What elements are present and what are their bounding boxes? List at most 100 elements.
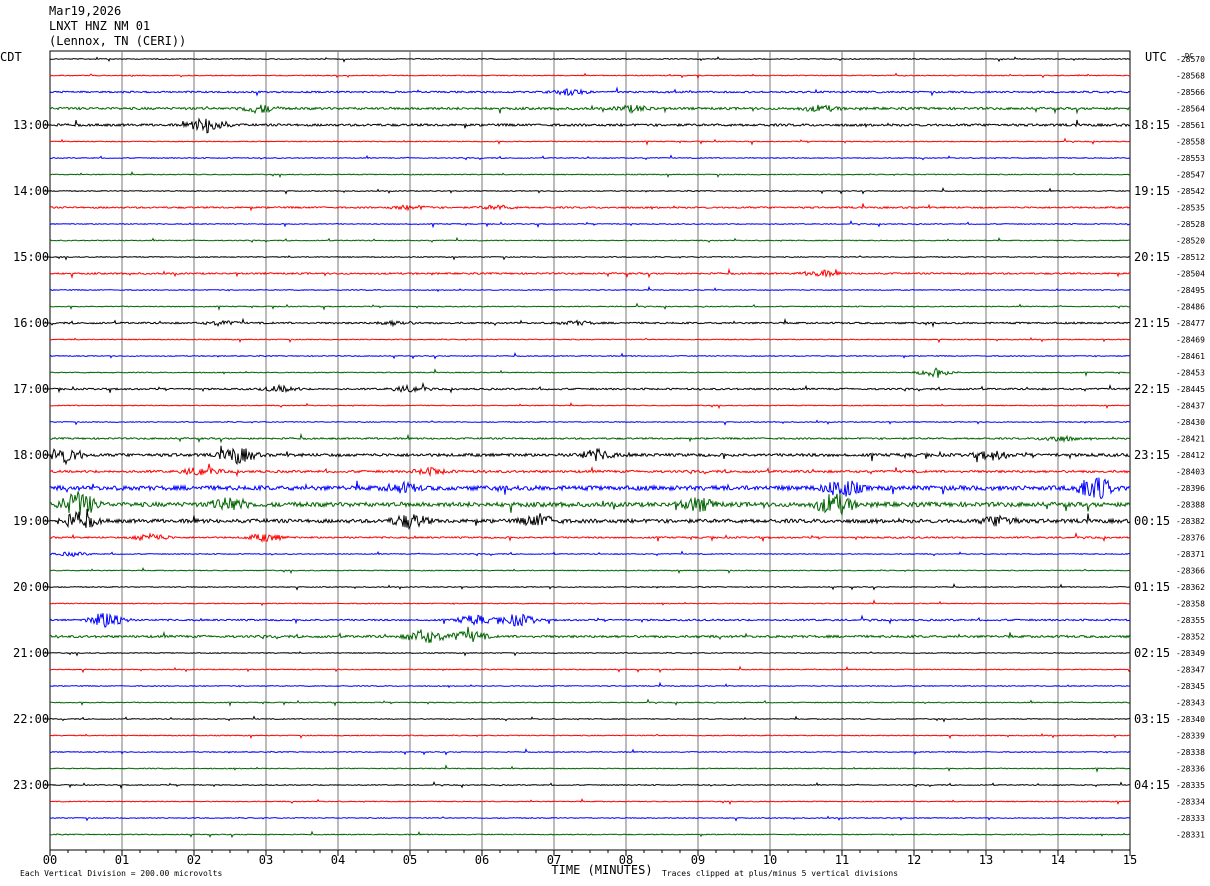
utc-hour-label: 01:15 bbox=[1134, 580, 1170, 594]
x-tick-label: 05 bbox=[403, 853, 417, 867]
seismic-trace bbox=[49, 352, 1131, 360]
seismic-trace bbox=[49, 732, 1131, 740]
dc-offset-label: -28558 bbox=[1176, 138, 1205, 147]
seismic-trace bbox=[49, 508, 1131, 531]
utc-hour-label: 20:15 bbox=[1134, 250, 1170, 264]
seismic-trace bbox=[50, 432, 1131, 444]
seismic-trace bbox=[49, 236, 1131, 243]
utc-hour-label: 18:15 bbox=[1134, 118, 1170, 132]
seismic-trace bbox=[50, 117, 1131, 134]
seismic-trace bbox=[49, 748, 1131, 756]
dc-offset-label: -28336 bbox=[1176, 765, 1205, 774]
dc-offset-label: -28396 bbox=[1176, 484, 1205, 493]
cdt-hour-label: 13:00 bbox=[13, 118, 49, 132]
seismic-trace bbox=[49, 599, 1131, 607]
seismic-trace bbox=[49, 72, 1130, 80]
seismic-trace bbox=[49, 381, 1131, 394]
dc-offset-label: -28461 bbox=[1176, 352, 1205, 361]
dc-offset-label: -28542 bbox=[1176, 187, 1205, 196]
x-tick-label: 04 bbox=[331, 853, 345, 867]
dc-offset-label: -28403 bbox=[1176, 468, 1205, 477]
dc-offset-label: -28495 bbox=[1176, 286, 1205, 295]
utc-hour-label: 21:15 bbox=[1134, 316, 1170, 330]
x-tick-label: 02 bbox=[187, 853, 201, 867]
cdt-hour-label: 22:00 bbox=[13, 712, 49, 726]
right-axis-label: UTC bbox=[1145, 50, 1167, 64]
dc-offset-label: -28520 bbox=[1176, 237, 1205, 246]
dc-offset-label: -28339 bbox=[1176, 732, 1205, 741]
seismic-trace bbox=[49, 715, 1130, 723]
seismic-trace bbox=[49, 104, 1131, 115]
utc-hour-label: 04:15 bbox=[1134, 778, 1170, 792]
seismic-trace bbox=[49, 797, 1131, 806]
x-tick-label: 15 bbox=[1123, 853, 1137, 867]
cdt-hour-label: 23:00 bbox=[13, 778, 49, 792]
dc-offset-label: -28566 bbox=[1176, 88, 1205, 97]
dc-offset-label: -28358 bbox=[1176, 600, 1205, 609]
footer-clip-note: Traces clipped at plus/minus 5 vertical … bbox=[662, 869, 898, 878]
footer-scale-note: Each Vertical Division = 200.00 microvol… bbox=[20, 869, 222, 878]
seismic-trace bbox=[49, 255, 1131, 261]
seismic-trace bbox=[49, 612, 1131, 628]
dc-offset-label: -28382 bbox=[1176, 517, 1205, 526]
seismic-trace bbox=[49, 203, 1131, 212]
x-tick-label: 03 bbox=[259, 853, 273, 867]
seismic-trace bbox=[49, 477, 1131, 500]
seismic-trace bbox=[49, 86, 1131, 97]
header-location: (Lennox, TN (CERI)) bbox=[49, 34, 187, 48]
seismic-trace bbox=[49, 317, 1131, 328]
dc-offset-label: -28504 bbox=[1176, 270, 1205, 279]
x-tick-label: 11 bbox=[835, 853, 849, 867]
seismic-trace bbox=[50, 491, 1131, 517]
seismic-trace bbox=[49, 302, 1131, 311]
seismic-trace bbox=[49, 651, 1131, 657]
utc-hour-label: 03:15 bbox=[1134, 712, 1170, 726]
dc-offset-label: -28352 bbox=[1176, 633, 1205, 642]
seismic-trace bbox=[49, 187, 1131, 195]
dc-offset-label: -28371 bbox=[1176, 550, 1205, 559]
seismic-trace bbox=[49, 815, 1131, 822]
dc-offset-label: -28547 bbox=[1176, 171, 1205, 180]
dc-offset-label: -28366 bbox=[1176, 567, 1205, 576]
dc-offset-label: -28338 bbox=[1176, 748, 1205, 757]
seismic-trace bbox=[49, 698, 1131, 707]
seismic-trace bbox=[49, 154, 1131, 161]
dc-offset-label: -28331 bbox=[1176, 831, 1205, 840]
dc-offset-label: -28535 bbox=[1176, 204, 1205, 213]
dc-offset-label: -28561 bbox=[1176, 121, 1205, 130]
dc-offset-label: -28437 bbox=[1176, 402, 1205, 411]
seismic-trace bbox=[49, 56, 1130, 63]
x-axis-label: TIME (MINUTES) bbox=[551, 863, 652, 877]
dc-offset-label: -28335 bbox=[1176, 781, 1205, 790]
utc-hour-label: 00:15 bbox=[1134, 514, 1170, 528]
seismic-trace bbox=[49, 550, 1131, 557]
dc-offset-label: -28512 bbox=[1176, 253, 1205, 262]
x-tick-label: 08 bbox=[619, 853, 633, 867]
dc-offset-label: -28445 bbox=[1176, 385, 1205, 394]
x-tick-label: 01 bbox=[115, 853, 129, 867]
dc-offset-label: -28333 bbox=[1176, 814, 1205, 823]
x-tick-label: 10 bbox=[763, 853, 777, 867]
dc-offset-label: -28376 bbox=[1176, 534, 1205, 543]
dc-offset-label: -28430 bbox=[1176, 418, 1205, 427]
utc-hour-label: 22:15 bbox=[1134, 382, 1170, 396]
seismic-trace bbox=[50, 401, 1131, 410]
seismic-trace bbox=[50, 830, 1131, 839]
cdt-hour-label: 16:00 bbox=[13, 316, 49, 330]
dc-offset-label: -28568 bbox=[1176, 72, 1205, 81]
seismic-trace bbox=[49, 665, 1131, 674]
seismic-trace bbox=[49, 626, 1131, 644]
dc-offset-label: -28334 bbox=[1176, 798, 1205, 807]
seismic-trace bbox=[49, 220, 1131, 229]
dc-offset-label: -28349 bbox=[1176, 649, 1205, 658]
header-station: LNXT HNZ NM 01 bbox=[49, 19, 151, 33]
dc-offset-label: -28564 bbox=[1176, 105, 1205, 114]
seismic-trace bbox=[50, 781, 1131, 790]
dc-offset-label: -28528 bbox=[1176, 220, 1205, 229]
seismic-trace bbox=[49, 531, 1131, 543]
dc-offset-label: -28362 bbox=[1176, 583, 1205, 592]
dc-offset-label: -28345 bbox=[1176, 682, 1205, 691]
x-tick-label: 00 bbox=[43, 853, 57, 867]
x-tick-label: 07 bbox=[547, 853, 561, 867]
